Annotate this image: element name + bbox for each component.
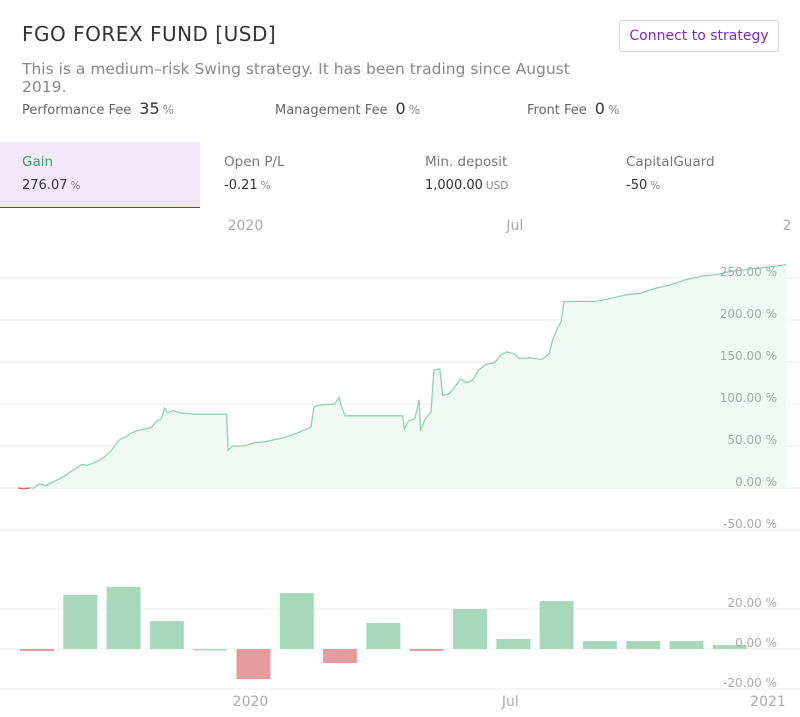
gain-chart[interactable]: -50.00 % 0.00 % 50.00 % 100.00 % 150.00 % 200… — [0, 210, 800, 717]
stat-label: CapitalGuard — [626, 154, 715, 170]
stat-label: Min. deposit — [425, 154, 508, 170]
stat-value: 1,000.00 USD — [425, 178, 603, 193]
loss-series-segment — [17, 487, 30, 490]
stat-unit: % — [650, 180, 661, 192]
line-chart-top-axis: 2020 Jul 2 — [228, 218, 792, 234]
stat-label: Open P/L — [224, 154, 285, 170]
monthly-return-bar[interactable] — [20, 649, 54, 651]
line-y-tick-label: 0.00 % — [735, 475, 777, 489]
connect-to-strategy-button[interactable]: Connect to strategy — [619, 20, 779, 52]
fee-unit: % — [162, 103, 175, 117]
monthly-return-bar[interactable] — [626, 641, 661, 649]
top-axis-tick-label: 2 — [783, 218, 792, 234]
stats-tabs: Gain 276.07% Open P/L -0.21% Min. deposi… — [0, 142, 800, 209]
monthly-return-bar[interactable] — [712, 645, 747, 649]
line-y-tick-label: 100.00 % — [720, 391, 777, 405]
fee-row: Performance Fee 35% Management Fee 0% Fron… — [0, 99, 800, 123]
line-y-tick-label: 50.00 % — [727, 433, 777, 447]
bar-chart-y-axis: -20.00 % 0.00 % 20.00 % — [723, 596, 777, 690]
monthly-return-bar[interactable] — [539, 601, 574, 649]
front-fee: Front Fee 0% — [527, 99, 619, 118]
strategy-description: This is a medium–risk Swing strategy. It… — [22, 60, 570, 96]
fee-value: 0 — [395, 99, 406, 118]
stat-value: -50% — [626, 178, 800, 193]
line-y-tick-label: 250.00 % — [720, 265, 777, 279]
stat-unit: USD — [485, 180, 509, 192]
bar-chart-bars — [20, 587, 747, 679]
top-axis-tick-label: Jul — [505, 218, 523, 234]
monthly-return-bar[interactable] — [63, 595, 98, 649]
top-axis-tick-label: 2020 — [228, 218, 264, 234]
monthly-return-bar[interactable] — [279, 593, 314, 649]
tab-gain[interactable]: Gain 276.07% — [0, 142, 200, 208]
bar-x-tick-label: Jul — [501, 694, 519, 710]
monthly-return-bar[interactable] — [669, 641, 704, 649]
management-fee: Management Fee 0% — [275, 99, 420, 118]
monthly-return-bar[interactable] — [366, 623, 401, 649]
bar-y-tick-label: -20.00 % — [723, 676, 777, 690]
fee-label: Performance Fee — [22, 103, 132, 118]
bar-chart-x-axis: 2020 Jul 2021 — [233, 694, 786, 710]
monthly-return-bar[interactable] — [582, 641, 617, 649]
bar-y-tick-label: 20.00 % — [727, 596, 777, 610]
fee-unit: % — [607, 103, 620, 117]
stat-unit: % — [260, 180, 271, 192]
monthly-return-bar[interactable] — [193, 649, 228, 651]
monthly-return-bar[interactable] — [323, 649, 358, 663]
strategy-header: FGO FOREX FUND [USD] This is a medium–ri… — [22, 22, 602, 96]
line-chart-series — [17, 263, 787, 490]
performance-fee: Performance Fee 35% — [22, 99, 174, 118]
bar-x-tick-label: 2020 — [233, 694, 269, 710]
stat-unit: % — [70, 180, 81, 192]
monthly-return-bar[interactable] — [453, 609, 487, 649]
stat-number: 1,000.00 — [425, 178, 483, 193]
monthly-return-bar[interactable] — [106, 587, 141, 649]
tab-min-deposit[interactable]: Min. deposit 1,000.00 USD — [403, 142, 603, 208]
bar-y-tick-label: 0.00 % — [735, 636, 777, 650]
line-y-tick-label: -50.00 % — [723, 517, 777, 531]
monthly-return-bar[interactable] — [149, 621, 184, 649]
bar-x-tick-label: 2021 — [750, 694, 786, 710]
monthly-return-bar[interactable] — [236, 649, 271, 679]
fee-label: Management Fee — [275, 103, 388, 118]
line-chart-y-axis: -50.00 % 0.00 % 50.00 % 100.00 % 150.00 % 200… — [720, 265, 777, 531]
stat-number: 276.07 — [22, 178, 68, 193]
monthly-return-bar[interactable] — [496, 639, 531, 649]
stat-value: -0.21% — [224, 178, 402, 193]
tab-open-pl[interactable]: Open P/L -0.21% — [202, 142, 402, 208]
tab-capitalguard[interactable]: CapitalGuard -50% — [604, 142, 800, 208]
stat-number: -0.21 — [224, 178, 258, 193]
gain-series-line — [17, 263, 787, 490]
stat-number: -50 — [626, 178, 648, 193]
strategy-title: FGO FOREX FUND [USD] — [22, 22, 277, 46]
stat-value: 276.07% — [22, 178, 200, 193]
monthly-return-bar[interactable] — [409, 649, 444, 651]
gain-area — [18, 264, 787, 489]
fee-value: 0 — [594, 99, 605, 118]
fee-unit: % — [408, 103, 421, 117]
fee-label: Front Fee — [527, 103, 587, 118]
fee-value: 35 — [139, 99, 160, 118]
line-y-tick-label: 150.00 % — [720, 349, 777, 363]
stat-label: Gain — [22, 154, 54, 170]
line-chart-area — [18, 264, 787, 489]
line-y-tick-label: 200.00 % — [720, 307, 777, 321]
